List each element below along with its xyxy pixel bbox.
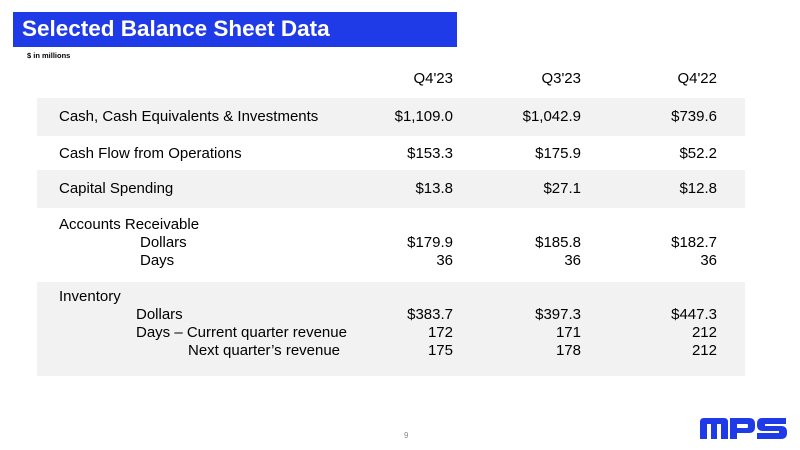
- cell-receivables-days-q4-22: 36: [700, 252, 717, 269]
- row-label-cash: Cash, Cash Equivalents & Investments: [59, 108, 319, 125]
- cell-inventory-days-current-q4-23: 172: [427, 324, 453, 341]
- row-label-inventory-days-next: Next quarter’s revenue: [188, 342, 341, 359]
- column-header-q4-22: Q4'22: [677, 70, 717, 87]
- row-label-cash-flow: Cash Flow from Operations: [59, 145, 242, 162]
- column-header-q4-23: Q4'23: [413, 70, 453, 87]
- row-label-receivables: Accounts Receivable: [59, 216, 200, 233]
- cell-cash-q4-23: $1,109.0: [394, 108, 453, 125]
- row-label-receivables-dollars: Dollars: [140, 234, 187, 251]
- cell-capex-q3-23: $27.1: [543, 180, 581, 197]
- cell-cash-flow-q4-23: $153.3: [407, 145, 453, 162]
- cell-inventory-days-current-q3-23: 171: [555, 324, 581, 341]
- row-label-inventory-dollars: Dollars: [136, 306, 183, 323]
- cell-capex-q4-22: $12.8: [679, 180, 717, 197]
- cell-inventory-days-next-q4-23: 175: [427, 342, 453, 359]
- cell-receivables-dollars-q3-23: $185.8: [535, 234, 581, 251]
- cell-inventory-dollars-q4-22: $447.3: [671, 306, 717, 323]
- mps-logo: [700, 418, 787, 439]
- row-label-inventory: Inventory: [59, 288, 121, 305]
- cell-capex-q4-23: $13.8: [415, 180, 453, 197]
- cell-receivables-dollars-q4-22: $182.7: [671, 234, 717, 251]
- row-band-capex: [37, 170, 745, 208]
- row-label-capex: Capital Spending: [59, 180, 174, 197]
- column-header-q3-23: Q3'23: [541, 70, 581, 87]
- cell-cash-flow-q4-22: $52.2: [679, 145, 717, 162]
- cell-receivables-dollars-q4-23: $179.9: [407, 234, 453, 251]
- row-label-receivables-days: Days: [140, 252, 175, 269]
- cell-cash-flow-q3-23: $175.9: [535, 145, 581, 162]
- cell-inventory-dollars-q3-23: $397.3: [535, 306, 581, 323]
- cell-cash-q4-22: $739.6: [671, 108, 717, 125]
- row-band-cash: [37, 98, 745, 136]
- page-title: Selected Balance Sheet Data: [22, 16, 330, 41]
- cell-inventory-days-next-q3-23: 178: [555, 342, 581, 359]
- cell-receivables-days-q4-23: 36: [436, 252, 453, 269]
- page-number: 9: [404, 431, 409, 440]
- title-bar: Selected Balance Sheet Data: [13, 12, 457, 47]
- cell-inventory-days-next-q4-22: 212: [691, 342, 717, 359]
- cell-inventory-days-current-q4-22: 212: [691, 324, 717, 341]
- row-band-inventory: [37, 282, 745, 376]
- cell-cash-q3-23: $1,042.9: [522, 108, 581, 125]
- row-label-inventory-days-current: Days – Current quarter revenue: [136, 324, 347, 341]
- cell-inventory-dollars-q4-23: $383.7: [407, 306, 453, 323]
- units-note: $ in millions: [27, 51, 71, 60]
- cell-receivables-days-q3-23: 36: [564, 252, 581, 269]
